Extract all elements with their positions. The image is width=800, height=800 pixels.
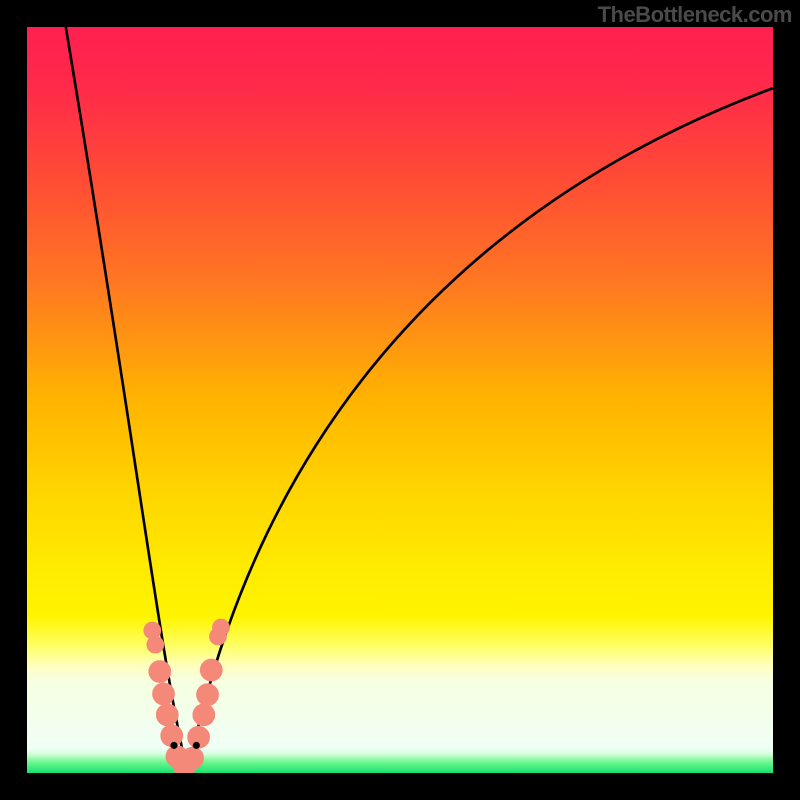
- data-dot: [171, 742, 177, 748]
- data-dot: [193, 704, 215, 726]
- chart-svg: [27, 27, 773, 773]
- data-dot: [212, 619, 229, 636]
- data-dot: [149, 661, 171, 683]
- figure-frame: TheBottleneck.com: [0, 0, 800, 800]
- plot-area: [27, 27, 773, 773]
- data-dot: [153, 683, 175, 705]
- data-dot: [197, 684, 219, 706]
- data-dot: [193, 742, 199, 748]
- watermark-text: TheBottleneck.com: [598, 2, 792, 28]
- data-dot: [200, 659, 222, 681]
- data-dot: [156, 704, 178, 726]
- plot-background: [27, 27, 773, 773]
- data-dot: [182, 747, 204, 769]
- data-dot: [147, 636, 164, 653]
